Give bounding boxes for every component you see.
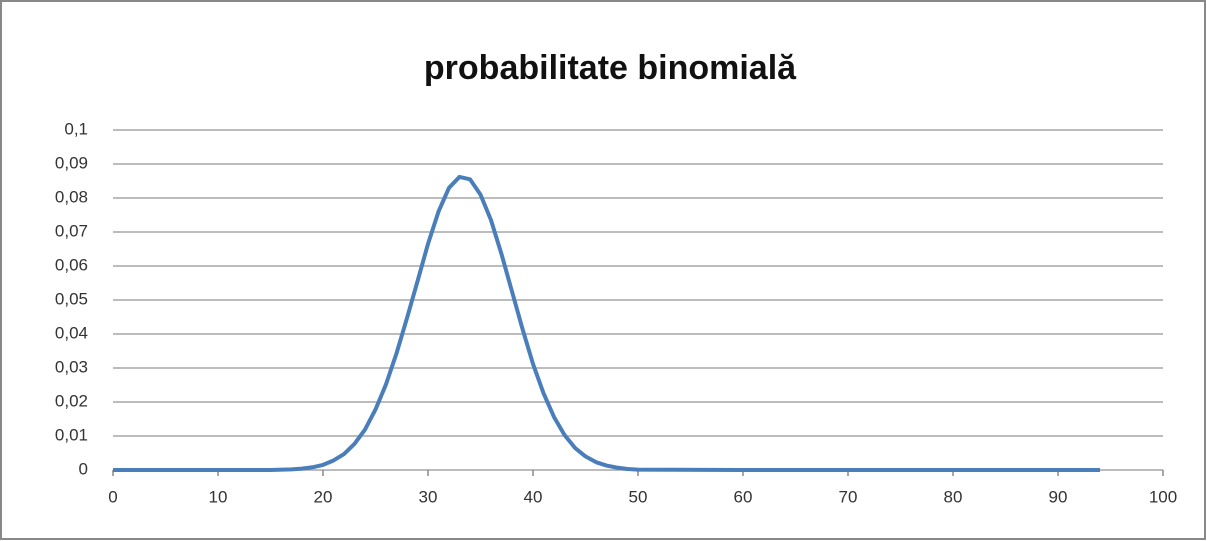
- x-tick-label: 50: [629, 487, 648, 506]
- y-tick-label: 0,06: [55, 255, 88, 274]
- x-tick-label: 0: [108, 487, 117, 506]
- y-tick-label: 0,07: [55, 221, 88, 240]
- y-tick-label: 0,01: [55, 425, 88, 444]
- y-tick-label: 0,04: [55, 323, 88, 342]
- data-line: [113, 174, 1100, 472]
- x-tick-label: 20: [314, 487, 333, 506]
- x-tick-label: 90: [1049, 487, 1068, 506]
- y-tick-label: 0,05: [55, 289, 88, 308]
- x-tick-label: 80: [944, 487, 963, 506]
- x-tick-label: 10: [209, 487, 228, 506]
- y-tick-label: 0,08: [55, 187, 88, 206]
- x-tick-label: 40: [524, 487, 543, 506]
- x-tick-label: 30: [419, 487, 438, 506]
- x-tick-label: 100: [1149, 487, 1177, 506]
- y-tick-label: 0,03: [55, 357, 88, 376]
- y-tick-label: 0,09: [55, 153, 88, 172]
- y-tick-label: 0,1: [64, 119, 88, 138]
- x-tick-label: 60: [734, 487, 753, 506]
- x-tick-label: 70: [839, 487, 858, 506]
- y-tick-label: 0: [79, 459, 88, 478]
- chart-title: probabilitate binomială: [424, 49, 797, 87]
- y-tick-label: 0,02: [55, 391, 88, 410]
